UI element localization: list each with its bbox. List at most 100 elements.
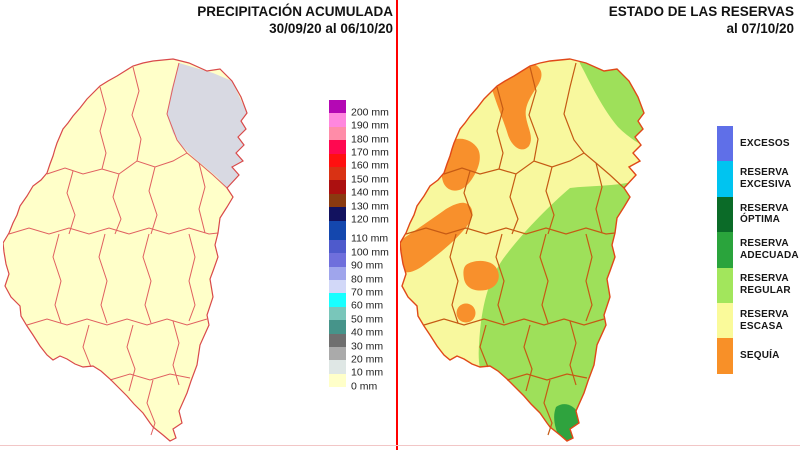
- legend-label: EXCESOS: [740, 137, 790, 149]
- reserves-date: al 07/10/20: [726, 21, 794, 37]
- legend-item: 0 mm: [329, 373, 389, 391]
- legend-swatch: [717, 161, 733, 197]
- panel-divider-line: [396, 0, 398, 450]
- precipitation-title: PRECIPITACIÓN ACUMULADA: [197, 4, 393, 19]
- legend-item: 140 mm: [329, 180, 389, 198]
- legend-swatch: [329, 333, 346, 348]
- legend-item: 40 mm: [329, 320, 389, 338]
- legend-label: 110 mm: [351, 233, 389, 246]
- legend-label: RESERVA ADECUADA: [740, 238, 799, 261]
- legend-item: 200 mm: [329, 100, 389, 118]
- sequia-center-small: [456, 303, 476, 323]
- legend-item: 120 mm: [329, 207, 389, 225]
- legend-label: 180 mm: [351, 133, 389, 146]
- legend-item: RESERVA ESCASA: [717, 302, 800, 339]
- legend-label: 50 mm: [351, 313, 384, 326]
- legend-label: 150 mm: [351, 173, 389, 186]
- reserves-map: [400, 58, 645, 442]
- legend-item: SEQUÍA: [717, 338, 800, 374]
- legend-swatch: [329, 253, 346, 267]
- legend-label: RESERVA ESCASA: [740, 308, 789, 332]
- legend-item: 70 mm: [329, 280, 389, 298]
- legend-swatch: [329, 360, 346, 374]
- legend-swatch: [329, 180, 346, 194]
- legend-item: 130 mm: [329, 193, 389, 211]
- legend-item: 90 mm: [329, 253, 389, 271]
- northeast-low-precip-zone: [167, 63, 247, 188]
- legend-swatch: [329, 140, 346, 154]
- legend-item: RESERVA ADECUADA: [717, 232, 800, 268]
- legend-swatch: [329, 207, 346, 221]
- right-panel-title: ESTADO DE LAS RESERVAS al 07/10/20: [609, 3, 794, 38]
- precipitation-legend: 200 mm 190 mm 180 mm 170 mm 160 mm 150 mm 140 …: [329, 100, 389, 391]
- legend-swatch: [717, 196, 733, 233]
- legend-label: 200 mm: [351, 106, 389, 119]
- legend-swatch: [329, 153, 346, 167]
- legend-swatch: [329, 306, 346, 321]
- legend-label: 40 mm: [351, 326, 384, 339]
- legend-swatch: [717, 126, 733, 162]
- legend-item: 100 mm: [329, 239, 389, 258]
- legend-label: 0 mm: [351, 380, 378, 393]
- legend-swatch: [329, 193, 346, 208]
- legend-item: RESERVA EXCESIVA: [717, 161, 800, 197]
- legend-label: 170 mm: [351, 146, 389, 159]
- legend-item: 20 mm: [329, 347, 389, 365]
- legend-swatch: [329, 220, 346, 240]
- reserves-legend: EXCESOS RESERVA EXCESIVA RESERVA ÓPTIMA RES…: [717, 126, 800, 374]
- legend-item: 10 mm: [329, 360, 389, 378]
- precipitation-date-range: 30/09/20 al 06/10/20: [269, 21, 393, 37]
- legend-item: 190 mm: [329, 113, 389, 131]
- legend-swatch: [329, 239, 346, 254]
- legend-swatch: [329, 373, 346, 388]
- legend-label: 100 mm: [351, 246, 389, 259]
- legend-label: 160 mm: [351, 160, 389, 173]
- legend-label: 60 mm: [351, 300, 384, 313]
- legend-swatch: [717, 302, 733, 339]
- legend-swatch: [329, 347, 346, 361]
- legend-item: 170 mm: [329, 140, 389, 158]
- legend-label: SEQUÍA: [740, 350, 780, 362]
- legend-item: 60 mm: [329, 293, 389, 311]
- legend-swatch: [329, 100, 346, 114]
- legend-label: 70 mm: [351, 286, 384, 299]
- legend-label: RESERVA EXCESIVA: [740, 167, 792, 191]
- legend-label: RESERVA ÓPTIMA: [740, 202, 789, 226]
- legend-swatch: [329, 113, 346, 127]
- legend-swatch: [329, 280, 346, 294]
- legend-swatch: [329, 320, 346, 334]
- legend-item: 160 mm: [329, 153, 389, 171]
- legend-label: 10 mm: [351, 367, 384, 380]
- legend-item: 150 mm: [329, 166, 389, 185]
- bottom-border-line: [0, 445, 800, 446]
- left-panel-title: PRECIPITACIÓN ACUMULADA 30/09/20 al 06/1…: [197, 3, 393, 38]
- legend-swatch: [717, 338, 733, 374]
- legend-label: 20 mm: [351, 353, 384, 366]
- legend-label: 30 mm: [351, 340, 384, 353]
- legend-label: 120 mm: [351, 213, 389, 226]
- legend-item: RESERVA ÓPTIMA: [717, 196, 800, 233]
- legend-label: 140 mm: [351, 186, 389, 199]
- precipitation-map: [3, 58, 248, 442]
- legend-item: 180 mm: [329, 126, 389, 144]
- legend-swatch: [329, 293, 346, 307]
- legend-item: 30 mm: [329, 333, 389, 351]
- legend-swatch: [329, 126, 346, 141]
- legend-swatch: [717, 232, 733, 268]
- sequia-center-blob: [463, 260, 499, 291]
- legend-label: 130 mm: [351, 200, 389, 213]
- legend-label: 90 mm: [351, 259, 384, 272]
- legend-item: 50 mm: [329, 306, 389, 324]
- legend-item: RESERVA REGULAR: [717, 267, 800, 303]
- legend-swatch: [717, 267, 733, 303]
- legend-item: 110 mm: [329, 220, 389, 244]
- legend-item: 80 mm: [329, 266, 389, 284]
- legend-label: 190 mm: [351, 120, 389, 133]
- legend-swatch: [329, 266, 346, 281]
- sequia-west-band: [400, 202, 473, 273]
- legend-item: EXCESOS: [717, 126, 800, 162]
- reserves-title: ESTADO DE LAS RESERVAS: [608, 4, 794, 19]
- legend-label: 80 mm: [351, 273, 384, 286]
- legend-swatch: [329, 166, 346, 181]
